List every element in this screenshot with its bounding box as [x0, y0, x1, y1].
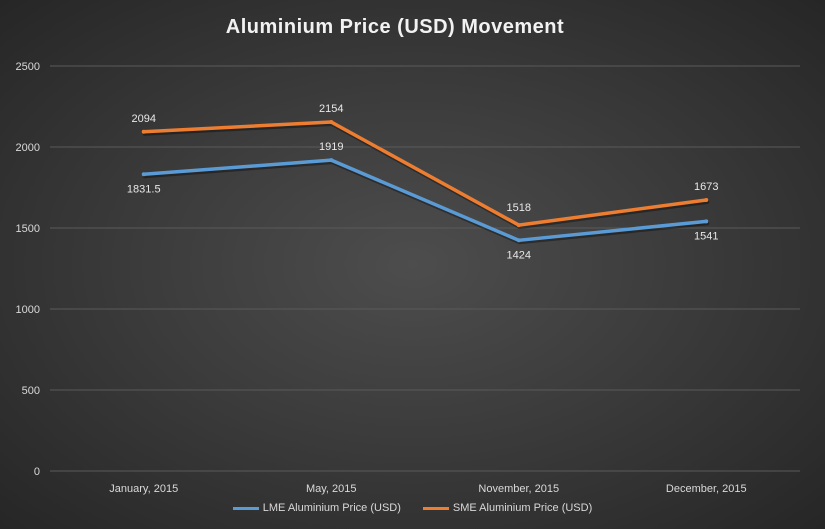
data-label: 1919 [319, 141, 343, 153]
y-tick-label: 2500 [16, 61, 40, 73]
data-point [329, 158, 334, 163]
x-tick-label: November, 2015 [478, 483, 559, 495]
legend-item-sme: SME Aluminium Price (USD) [422, 502, 593, 514]
data-label: 1518 [507, 202, 531, 214]
data-point [704, 219, 709, 224]
y-tick-label: 1000 [16, 304, 40, 316]
legend-swatch-lme [232, 506, 259, 510]
data-point [516, 238, 521, 243]
x-tick-label: December, 2015 [666, 483, 747, 495]
y-tick-label: 0 [34, 466, 40, 478]
y-tick-label: 2000 [16, 142, 40, 154]
series-line-1 [142, 120, 708, 227]
legend-label-lme: LME Aluminium Price (USD) [262, 502, 401, 514]
data-label: 2154 [319, 103, 343, 115]
series-line-0 [142, 158, 708, 243]
y-tick-label: 1500 [16, 223, 40, 235]
chart-title: Aluminium Price (USD) Movement [225, 16, 565, 38]
data-point [141, 172, 146, 177]
data-label: 1831.5 [127, 183, 161, 195]
data-label: 2094 [132, 113, 156, 125]
data-point [516, 223, 521, 228]
data-label: 1541 [694, 230, 718, 242]
data-point [704, 197, 709, 202]
legend-label-sme: SME Aluminium Price (USD) [452, 502, 593, 514]
x-tick-label: January, 2015 [109, 483, 178, 495]
x-tick-label: May, 2015 [306, 483, 357, 495]
data-label: 1673 [694, 181, 718, 193]
y-tick-label: 500 [22, 385, 40, 397]
legend: LME Aluminium Price (USD) SME Aluminium … [0, 502, 825, 514]
data-point [141, 129, 146, 134]
data-point [329, 120, 334, 125]
legend-swatch-sme [422, 506, 449, 510]
legend-item-lme: LME Aluminium Price (USD) [232, 502, 401, 514]
data-label: 1424 [507, 249, 531, 261]
